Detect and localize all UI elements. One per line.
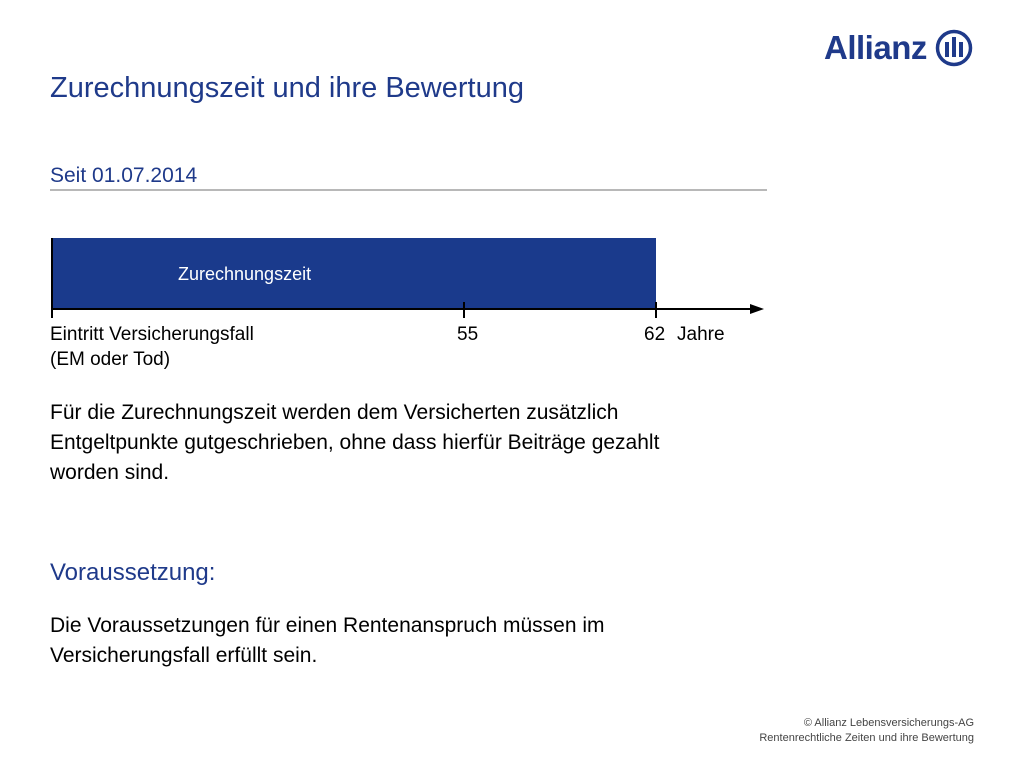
brand-name: Allianz [824,29,927,66]
description-line: worden sind. [50,461,170,484]
tick-label-62: 62 [644,324,666,345]
start-label-line1: Eintritt Versicherungsfall [50,324,254,345]
subtitle-underline [50,189,767,191]
bar-label: Zurechnungszeit [178,264,312,284]
allianz-logo: Allianz [824,28,973,68]
start-label-line2: (EM oder Tod) [50,349,171,370]
timeline-diagram [51,238,764,318]
requirement-line: Die Voraussetzungen für einen Rentenansp… [50,614,605,637]
description-paragraph: Für die Zurechnungszeit werden dem Versi… [50,398,659,488]
description-line: Für die Zurechnungszeit werden dem Versi… [50,401,619,424]
zurechnungszeit-bar [53,238,656,308]
tick-label-55: 55 [457,324,479,345]
page-title: Zurechnungszeit und ihre Bewertung [50,72,524,104]
axis-unit-label: Jahre [677,324,725,345]
axis-arrow-icon [750,304,764,314]
requirement-heading: Voraussetzung: [50,559,216,586]
footer-module: Rentenrechtliche Zeiten und ihre Bewertu… [759,732,974,744]
footer-copyright: © Allianz Lebensversicherungs-AG [803,717,974,729]
description-line: Entgeltpunkte gutgeschrieben, ohne dass … [50,431,660,454]
section-subtitle: Seit 01.07.2014 [50,164,198,187]
start-label: Eintritt Versicherungsfall (EM oder Tod) [50,324,254,371]
footer: © Allianz Lebensversicherungs-AG Rentenr… [759,716,974,746]
allianz-eagle-icon [935,29,973,67]
requirement-line: Versicherungsfall erfüllt sein. [50,644,318,667]
requirement-paragraph: Die Voraussetzungen für einen Rentenansp… [50,611,605,671]
